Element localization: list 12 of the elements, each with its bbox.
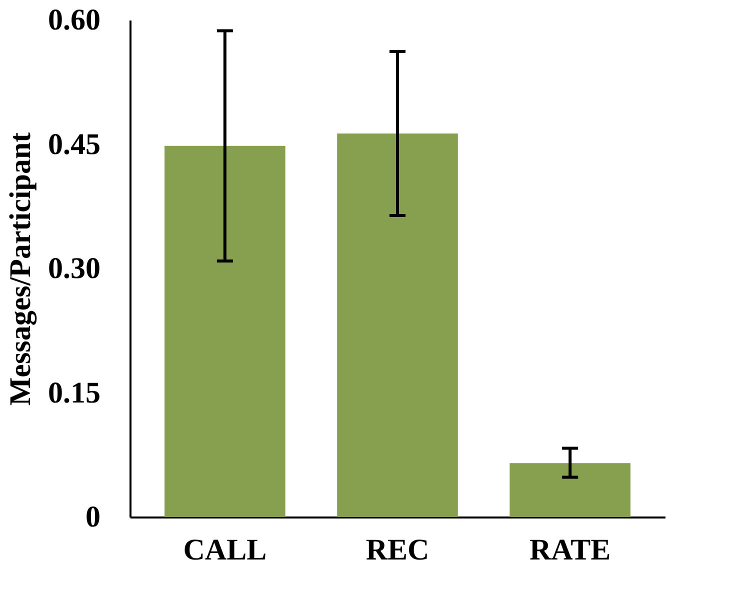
- y-axis-title: Messages/Participant: [4, 132, 37, 406]
- x-tick-label: REC: [366, 534, 430, 566]
- y-tick-label: 0.15: [48, 376, 100, 410]
- x-tick-label: RATE: [530, 534, 611, 566]
- y-tick-label: 0: [86, 500, 100, 534]
- bar: [337, 133, 458, 517]
- y-tick-label: 0.60: [48, 4, 100, 36]
- y-tick-label: 0.30: [48, 252, 100, 285]
- y-tick-label: 0.45: [48, 128, 100, 161]
- x-tick-label: CALL: [183, 534, 267, 566]
- bar: [510, 463, 630, 517]
- bar: [164, 146, 286, 517]
